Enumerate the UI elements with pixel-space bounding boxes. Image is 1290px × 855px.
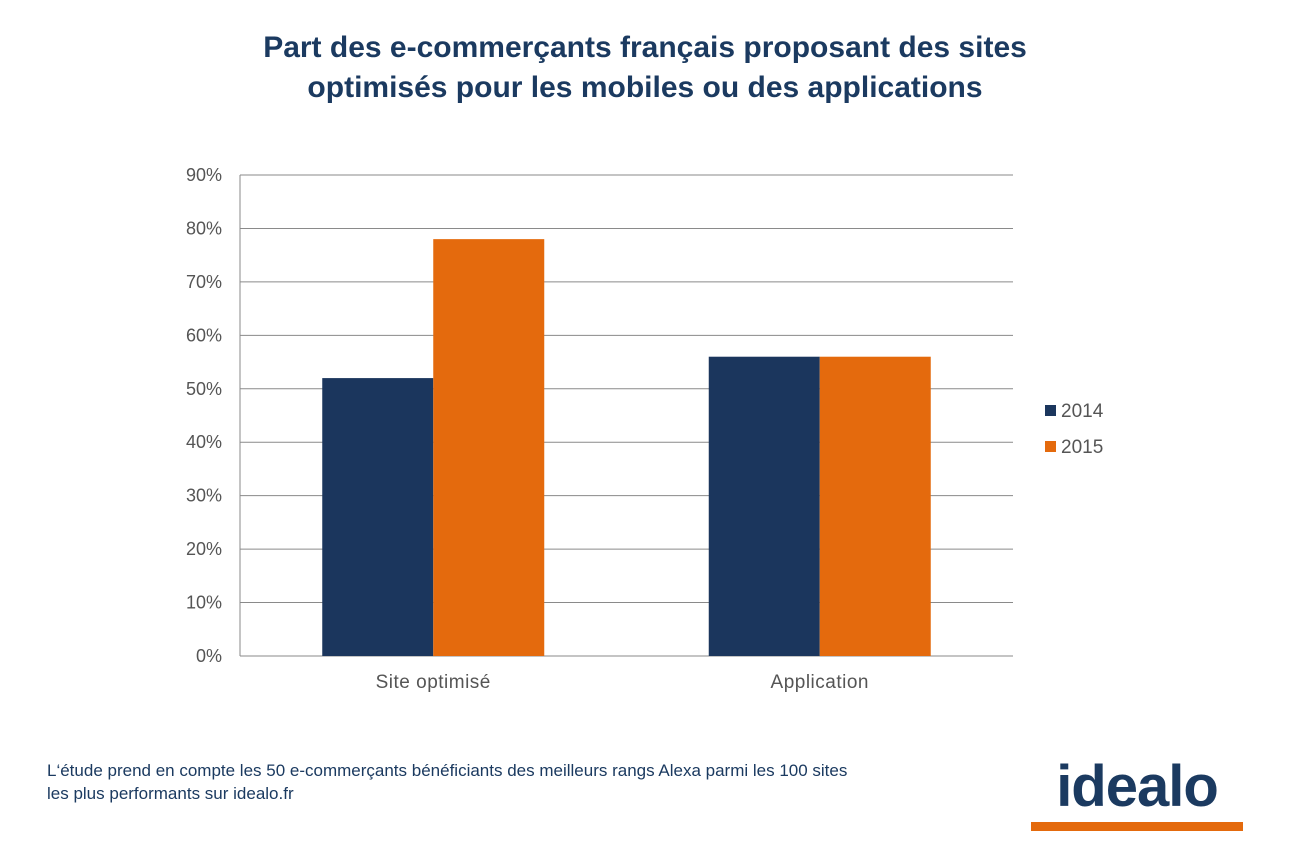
legend-label-2015: 2015 (1061, 437, 1103, 458)
x-category-label-0: Site optimisé (376, 672, 491, 693)
y-tick-label-70: 70% (186, 272, 222, 292)
legend-swatch-2014 (1045, 405, 1056, 416)
logo-text: idealo (1056, 754, 1219, 819)
legend-label-2014: 2014 (1061, 401, 1104, 422)
y-tick-label-40: 40% (186, 432, 222, 452)
chart-title-line-2: optimisés pour les mobiles ou des applic… (307, 71, 983, 104)
bar-site-optimise-2014 (322, 378, 434, 656)
chart-title-line-1: Part des e-commerçants français proposan… (263, 31, 1027, 64)
logo-underline (1031, 822, 1243, 831)
y-tick-label-80: 80% (186, 218, 222, 238)
y-tick-label-20: 20% (186, 539, 222, 559)
x-category-label-1: Application (771, 672, 869, 693)
y-tick-label-30: 30% (186, 486, 222, 506)
bar-site-optimise-2015 (433, 239, 545, 656)
bar-application-2015 (819, 356, 931, 656)
legend-swatch-2015 (1045, 441, 1056, 452)
y-tick-label-90: 90% (186, 165, 222, 185)
footnote-line-1: L‘étude prend en compte les 50 e-commerç… (47, 761, 848, 780)
idealo-logo: idealo (1031, 756, 1243, 831)
bar-application-2014 (708, 356, 820, 656)
footnote-line-2: les plus performants sur idealo.fr (47, 784, 294, 803)
y-tick-label-0: 0% (196, 646, 222, 666)
y-tick-label-50: 50% (186, 379, 222, 399)
y-tick-label-60: 60% (186, 325, 222, 345)
footnote: L‘étude prend en compte les 50 e-commerç… (47, 759, 1007, 805)
y-tick-label-10: 10% (186, 593, 222, 613)
chart-title: Part des e-commerçants français proposan… (0, 28, 1290, 108)
